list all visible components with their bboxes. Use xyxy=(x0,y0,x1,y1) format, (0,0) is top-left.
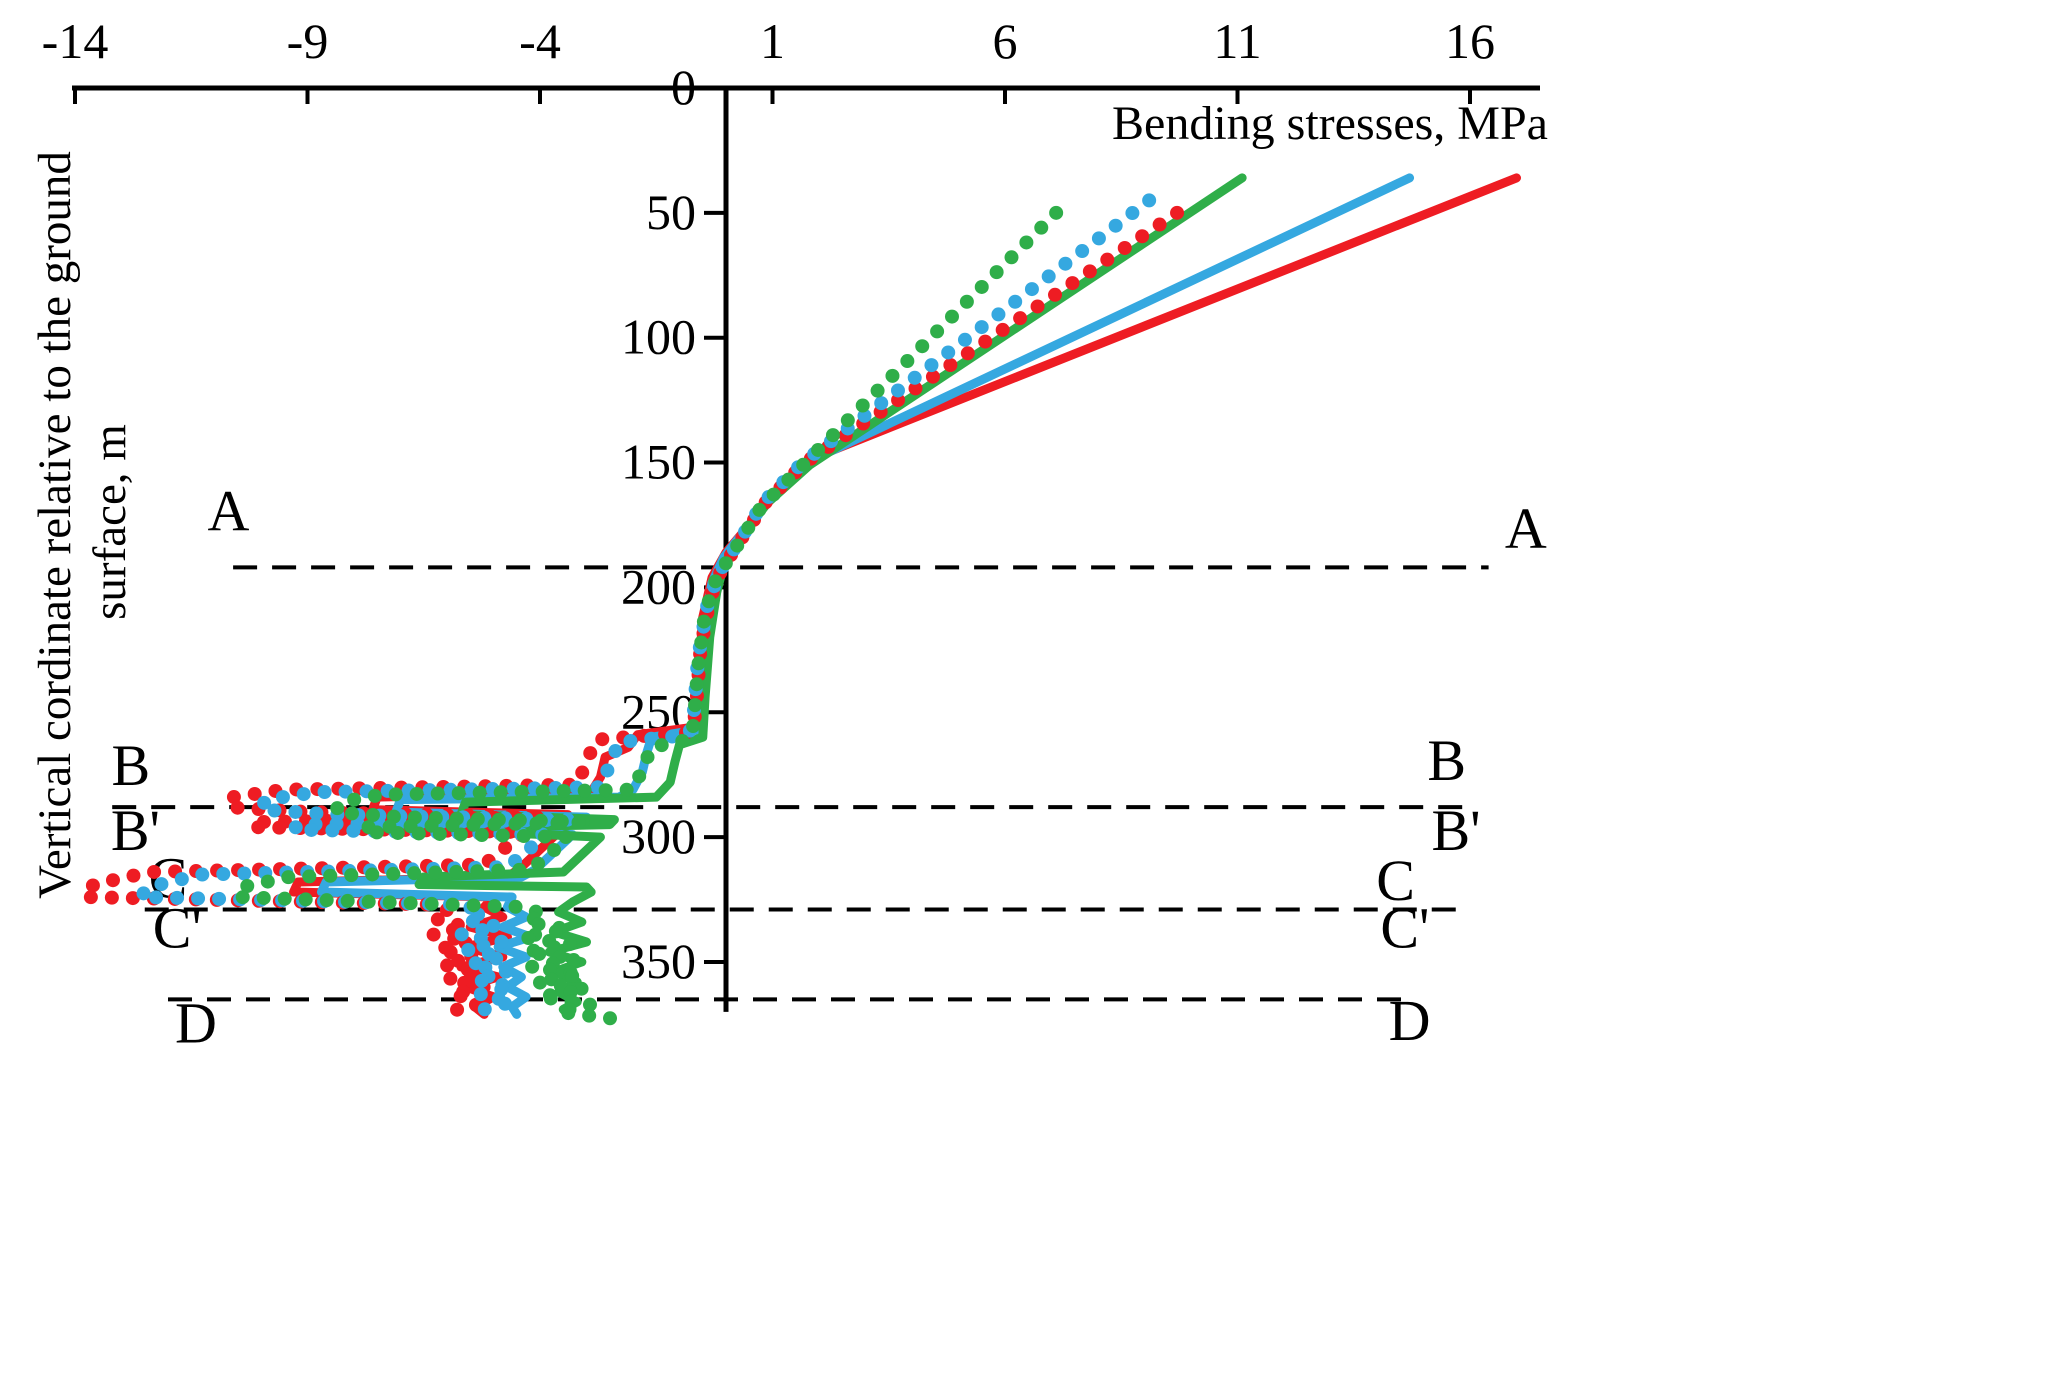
section-label-right: C' xyxy=(1380,895,1429,960)
x-axis-title: Bending stresses, MPa xyxy=(1112,97,1548,150)
section-label-right: A xyxy=(1505,496,1547,561)
y-tick-label: 350 xyxy=(621,933,696,989)
y-axis-title-line1: Vertical cordinate relative to the groun… xyxy=(29,151,81,899)
y-tick-label: 100 xyxy=(621,309,696,365)
x-tick-label: -14 xyxy=(42,13,109,69)
y-tick-label: 50 xyxy=(646,184,696,240)
series-green-dotted xyxy=(235,205,1064,1026)
section-label-left: B' xyxy=(111,798,160,863)
x-tick-label: 16 xyxy=(1445,13,1495,69)
section-label-left: D xyxy=(175,990,217,1055)
section-label-left: B xyxy=(111,733,150,798)
section-label-right: D xyxy=(1389,988,1431,1053)
x-tick-label: -4 xyxy=(519,13,561,69)
x-tick-label: 1 xyxy=(760,13,785,69)
series-green-solid xyxy=(414,173,1247,1019)
y-tick-label: 300 xyxy=(621,808,696,864)
section-label-right: C xyxy=(1376,848,1415,913)
section-label-left: A xyxy=(208,478,250,543)
y-axis-title-line2: surface, m xyxy=(84,424,136,620)
y-tick-label: 200 xyxy=(621,558,696,614)
y-tick-label: 150 xyxy=(621,434,696,490)
x-tick-label: 11 xyxy=(1213,13,1261,69)
section-label-right: B' xyxy=(1431,798,1480,863)
x-tick-label: -9 xyxy=(287,13,329,69)
section-label-left: C' xyxy=(153,895,202,960)
y-tick-label: 0 xyxy=(671,59,696,115)
x-tick-label: 6 xyxy=(993,13,1018,69)
section-label-right: B xyxy=(1427,728,1466,793)
